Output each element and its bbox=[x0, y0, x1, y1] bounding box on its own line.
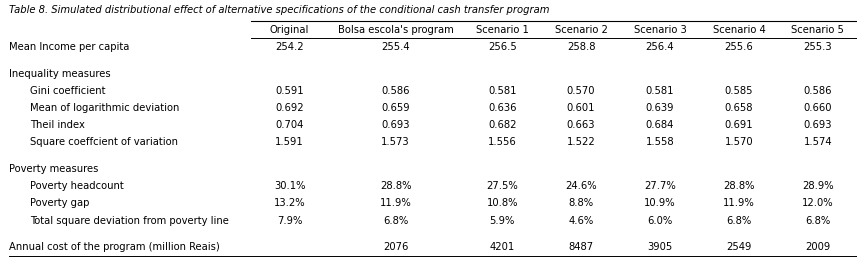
Text: 7.9%: 7.9% bbox=[277, 215, 302, 225]
Text: Mean Income per capita: Mean Income per capita bbox=[9, 42, 129, 52]
Text: 8.8%: 8.8% bbox=[569, 198, 594, 208]
Text: 0.659: 0.659 bbox=[381, 103, 410, 113]
Text: 255.3: 255.3 bbox=[804, 42, 832, 52]
Text: 0.704: 0.704 bbox=[275, 120, 304, 130]
Text: 4.6%: 4.6% bbox=[568, 215, 594, 225]
Text: Theil index: Theil index bbox=[29, 120, 85, 130]
Text: Bolsa escola's program: Bolsa escola's program bbox=[338, 25, 454, 35]
Text: 0.585: 0.585 bbox=[725, 86, 753, 96]
Text: Table 8. Simulated distributional effect of alternative specifications of the co: Table 8. Simulated distributional effect… bbox=[9, 5, 549, 15]
Text: Original: Original bbox=[270, 25, 309, 35]
Text: Total square deviation from poverty line: Total square deviation from poverty line bbox=[29, 215, 229, 225]
Text: Inequality measures: Inequality measures bbox=[9, 69, 110, 79]
Text: Scenario 1: Scenario 1 bbox=[475, 25, 528, 35]
Text: Annual cost of the program (million Reais): Annual cost of the program (million Reai… bbox=[9, 242, 219, 252]
Text: 1.573: 1.573 bbox=[381, 137, 410, 147]
Text: 5.9%: 5.9% bbox=[489, 215, 515, 225]
Text: 0.682: 0.682 bbox=[488, 120, 516, 130]
Text: 0.586: 0.586 bbox=[381, 86, 410, 96]
Text: 27.5%: 27.5% bbox=[487, 181, 518, 191]
Text: Gini coefficient: Gini coefficient bbox=[29, 86, 106, 96]
Text: 28.8%: 28.8% bbox=[380, 181, 411, 191]
Text: Poverty measures: Poverty measures bbox=[9, 164, 98, 174]
Text: Mean of logarithmic deviation: Mean of logarithmic deviation bbox=[29, 103, 179, 113]
Text: Square coeffcient of variation: Square coeffcient of variation bbox=[29, 137, 178, 147]
Text: 6.0%: 6.0% bbox=[648, 215, 673, 225]
Text: 0.591: 0.591 bbox=[275, 86, 304, 96]
Text: 12.0%: 12.0% bbox=[802, 198, 834, 208]
Text: 28.9%: 28.9% bbox=[802, 181, 834, 191]
Text: 0.570: 0.570 bbox=[567, 86, 595, 96]
Text: 2549: 2549 bbox=[727, 242, 752, 252]
Text: 1.558: 1.558 bbox=[646, 137, 675, 147]
Text: 254.2: 254.2 bbox=[275, 42, 304, 52]
Text: 0.601: 0.601 bbox=[567, 103, 595, 113]
Text: 1.570: 1.570 bbox=[725, 137, 753, 147]
Text: 0.693: 0.693 bbox=[381, 120, 410, 130]
Text: 0.660: 0.660 bbox=[804, 103, 832, 113]
Text: 0.636: 0.636 bbox=[488, 103, 516, 113]
Text: 11.9%: 11.9% bbox=[380, 198, 411, 208]
Text: 2076: 2076 bbox=[383, 242, 409, 252]
Text: 1.522: 1.522 bbox=[566, 137, 596, 147]
Text: 0.693: 0.693 bbox=[804, 120, 832, 130]
Text: 30.1%: 30.1% bbox=[274, 181, 306, 191]
Text: Poverty headcount: Poverty headcount bbox=[29, 181, 124, 191]
Text: 6.8%: 6.8% bbox=[383, 215, 408, 225]
Text: 0.691: 0.691 bbox=[725, 120, 753, 130]
Text: 10.9%: 10.9% bbox=[644, 198, 675, 208]
Text: 13.2%: 13.2% bbox=[274, 198, 306, 208]
Text: 3905: 3905 bbox=[648, 242, 673, 252]
Text: 8487: 8487 bbox=[569, 242, 594, 252]
Text: 28.8%: 28.8% bbox=[723, 181, 754, 191]
Text: 1.556: 1.556 bbox=[488, 137, 516, 147]
Text: 0.581: 0.581 bbox=[646, 86, 675, 96]
Text: 11.9%: 11.9% bbox=[723, 198, 755, 208]
Text: 0.684: 0.684 bbox=[646, 120, 675, 130]
Text: 2009: 2009 bbox=[805, 242, 830, 252]
Text: 1.591: 1.591 bbox=[275, 137, 304, 147]
Text: 6.8%: 6.8% bbox=[727, 215, 752, 225]
Text: 27.7%: 27.7% bbox=[644, 181, 675, 191]
Text: Scenario 3: Scenario 3 bbox=[634, 25, 687, 35]
Text: Scenario 2: Scenario 2 bbox=[554, 25, 608, 35]
Text: 255.4: 255.4 bbox=[381, 42, 410, 52]
Text: 4201: 4201 bbox=[489, 242, 514, 252]
Text: 0.586: 0.586 bbox=[804, 86, 832, 96]
Text: 0.639: 0.639 bbox=[646, 103, 675, 113]
Text: 1.574: 1.574 bbox=[804, 137, 832, 147]
Text: Scenario 5: Scenario 5 bbox=[792, 25, 844, 35]
Text: 258.8: 258.8 bbox=[567, 42, 595, 52]
Text: 10.8%: 10.8% bbox=[487, 198, 518, 208]
Text: Scenario 4: Scenario 4 bbox=[713, 25, 766, 35]
Text: 256.4: 256.4 bbox=[646, 42, 675, 52]
Text: 0.663: 0.663 bbox=[567, 120, 595, 130]
Text: 255.6: 255.6 bbox=[725, 42, 753, 52]
Text: 24.6%: 24.6% bbox=[565, 181, 597, 191]
Text: Poverty gap: Poverty gap bbox=[29, 198, 89, 208]
Text: 0.658: 0.658 bbox=[725, 103, 753, 113]
Text: 6.8%: 6.8% bbox=[805, 215, 830, 225]
Text: 0.581: 0.581 bbox=[488, 86, 516, 96]
Text: 256.5: 256.5 bbox=[488, 42, 516, 52]
Text: 0.692: 0.692 bbox=[275, 103, 304, 113]
